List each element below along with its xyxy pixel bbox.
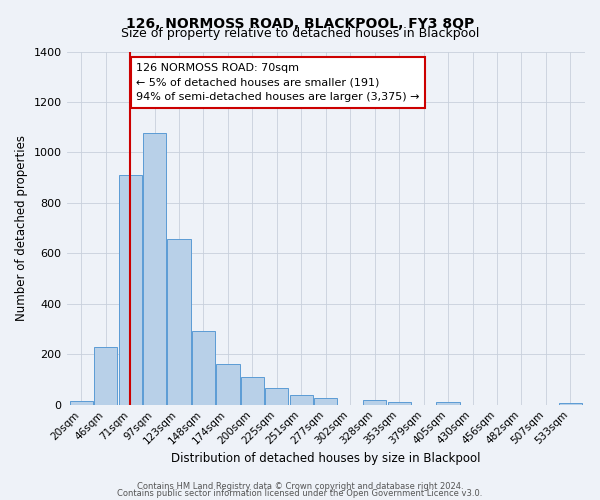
Bar bbox=[314, 398, 337, 404]
Bar bbox=[363, 400, 386, 404]
Bar bbox=[192, 331, 215, 404]
Bar bbox=[70, 401, 93, 404]
Bar bbox=[265, 388, 289, 404]
Y-axis label: Number of detached properties: Number of detached properties bbox=[15, 135, 28, 321]
Text: Size of property relative to detached houses in Blackpool: Size of property relative to detached ho… bbox=[121, 28, 479, 40]
Text: Contains public sector information licensed under the Open Government Licence v3: Contains public sector information licen… bbox=[118, 489, 482, 498]
Bar bbox=[436, 402, 460, 404]
X-axis label: Distribution of detached houses by size in Blackpool: Distribution of detached houses by size … bbox=[171, 452, 481, 465]
Text: Contains HM Land Registry data © Crown copyright and database right 2024.: Contains HM Land Registry data © Crown c… bbox=[137, 482, 463, 491]
Bar bbox=[167, 240, 191, 404]
Bar bbox=[217, 364, 239, 405]
Text: 126 NORMOSS ROAD: 70sqm
← 5% of detached houses are smaller (191)
94% of semi-de: 126 NORMOSS ROAD: 70sqm ← 5% of detached… bbox=[136, 63, 420, 102]
Text: 126, NORMOSS ROAD, BLACKPOOL, FY3 8QP: 126, NORMOSS ROAD, BLACKPOOL, FY3 8QP bbox=[126, 18, 474, 32]
Bar bbox=[94, 347, 117, 405]
Bar bbox=[388, 402, 411, 404]
Bar bbox=[290, 395, 313, 404]
Bar bbox=[143, 134, 166, 404]
Bar bbox=[241, 378, 264, 404]
Bar bbox=[119, 175, 142, 404]
Bar bbox=[559, 402, 582, 404]
